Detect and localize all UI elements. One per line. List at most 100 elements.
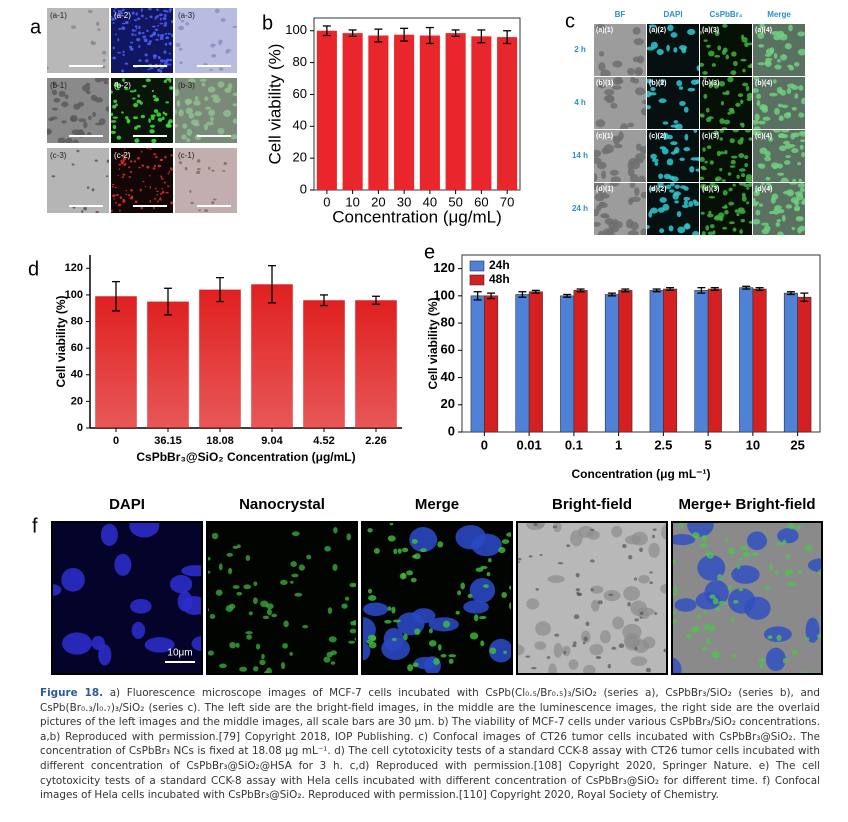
cell (802, 198, 805, 205)
cell (260, 600, 269, 608)
cell (111, 17, 115, 21)
cell (713, 215, 721, 221)
image-label: (b)(4) (755, 80, 773, 87)
cell (350, 620, 356, 626)
error-bar (473, 291, 482, 301)
micrograph (672, 522, 822, 674)
cell (178, 47, 183, 51)
x-tick-label: 1 (615, 437, 622, 452)
cell (401, 547, 409, 553)
cell (706, 145, 712, 149)
cell (790, 85, 799, 90)
y-tick-label: 20 (293, 150, 307, 165)
cell (403, 633, 408, 641)
error-bar (710, 287, 719, 292)
cell (114, 553, 132, 576)
cell (137, 156, 141, 160)
error-bar (607, 292, 616, 297)
cell (120, 161, 124, 165)
cell (467, 593, 473, 599)
cell (52, 584, 62, 596)
cell (793, 61, 800, 67)
cell (595, 119, 606, 128)
cell (253, 581, 258, 587)
cell (230, 134, 237, 140)
cell (206, 121, 214, 126)
cell (245, 631, 253, 635)
y-tick-label: 80 (71, 315, 83, 327)
cell (717, 574, 723, 580)
cell (678, 86, 684, 90)
cell (533, 522, 538, 527)
cell (118, 163, 122, 166)
cell (115, 194, 119, 196)
cell (639, 616, 643, 619)
cell (693, 130, 698, 133)
cell (703, 93, 708, 99)
cells (647, 24, 699, 71)
cell (526, 598, 540, 610)
cell (706, 44, 711, 48)
cell (503, 650, 507, 654)
y-tick-label: 0 (448, 423, 455, 438)
image-background (47, 8, 109, 73)
cell (651, 158, 659, 163)
cell (498, 546, 506, 554)
cell (792, 178, 797, 182)
cell (330, 661, 336, 665)
cell (679, 157, 685, 162)
cell (687, 522, 714, 537)
cell (695, 157, 699, 161)
cell (111, 209, 113, 212)
cell (208, 166, 211, 170)
cell (157, 69, 161, 72)
cell (635, 143, 642, 151)
cell (670, 32, 678, 38)
cell (531, 666, 537, 670)
cell (164, 13, 167, 18)
cell (769, 563, 774, 571)
cell (612, 616, 625, 630)
cell (784, 143, 793, 149)
x-tick-label: 9.04 (261, 435, 283, 447)
cell (61, 567, 85, 592)
image-border (51, 521, 203, 675)
cell (236, 591, 243, 596)
cell (154, 187, 157, 190)
micrograph (594, 24, 646, 76)
y-axis-label: Cell viability (%) (265, 44, 284, 165)
cell (142, 180, 145, 183)
cell (594, 183, 600, 191)
cell (148, 40, 152, 44)
cell (745, 85, 750, 92)
cell (669, 183, 675, 187)
cell (786, 87, 792, 95)
cell (94, 159, 98, 162)
cell (782, 190, 792, 195)
cell (686, 633, 693, 639)
cell (150, 67, 154, 70)
cell (117, 9, 120, 14)
bar (368, 35, 389, 190)
cell (113, 99, 118, 104)
micrograph (111, 8, 173, 73)
cell (169, 574, 193, 594)
cell (373, 548, 380, 554)
cell (546, 656, 551, 659)
cell (773, 53, 778, 59)
cell (95, 210, 99, 213)
cell (791, 226, 796, 231)
cell (341, 603, 348, 609)
cell (662, 132, 669, 140)
error-bar (320, 294, 328, 307)
cell (57, 137, 66, 143)
cell (785, 553, 791, 560)
cell (630, 656, 648, 667)
x-tick-label: 10 (746, 437, 760, 452)
cell (695, 79, 699, 85)
error-bar (374, 28, 383, 43)
x-axis-label: CsPbBr₃@SiO₂ Concentration (μg/mL) (136, 450, 355, 464)
cell (78, 118, 87, 122)
cell (736, 212, 740, 217)
cell (112, 46, 115, 50)
